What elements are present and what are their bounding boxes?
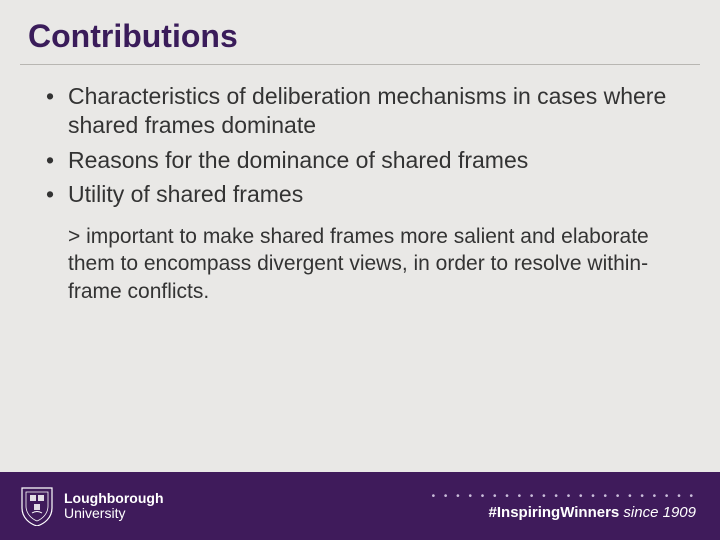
uni-line2: University <box>64 506 164 521</box>
shield-icon <box>20 486 54 526</box>
title-rule <box>20 64 700 65</box>
bullet-list: Characteristics of deliberation mechanis… <box>46 82 676 209</box>
page-title: Contributions <box>28 18 238 55</box>
university-name: Loughborough University <box>64 491 164 522</box>
uni-line1: Loughborough <box>64 491 164 506</box>
hashtag: #InspiringWinners since 1909 <box>432 504 696 521</box>
content-area: Characteristics of deliberation mechanis… <box>46 82 676 305</box>
slide: Contributions Characteristics of deliber… <box>0 0 720 540</box>
list-item: Reasons for the dominance of shared fram… <box>46 146 676 175</box>
list-item: Characteristics of deliberation mechanis… <box>46 82 676 140</box>
university-logo: Loughborough University <box>20 486 164 526</box>
tagline: • • • • • • • • • • • • • • • • • • • • … <box>432 491 696 521</box>
footer-bar: Loughborough University • • • • • • • • … <box>0 472 720 540</box>
hashtag-rest: Winners <box>560 504 619 521</box>
list-item: Utility of shared frames <box>46 180 676 209</box>
hashtag-since: since 1909 <box>619 504 696 521</box>
dots-decoration: • • • • • • • • • • • • • • • • • • • • … <box>432 491 696 502</box>
hashtag-bold: #Inspiring <box>489 504 561 521</box>
sub-note: > important to make shared frames more s… <box>46 223 676 305</box>
